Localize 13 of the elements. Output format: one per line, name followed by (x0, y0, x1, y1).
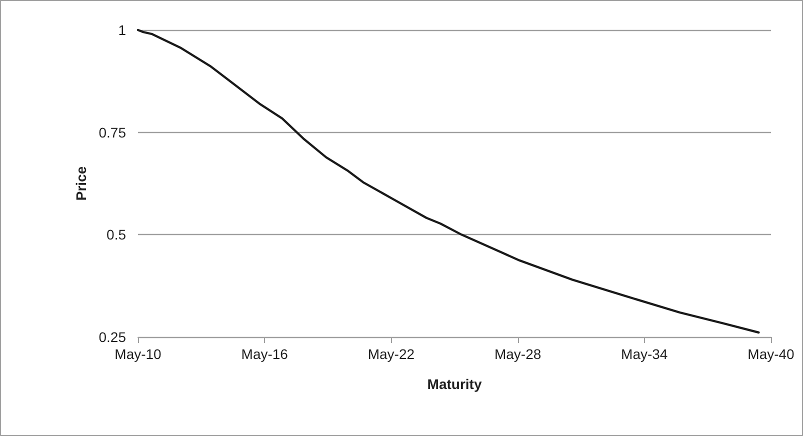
x-tick-label: May-22 (368, 346, 415, 362)
x-tick-label: May-34 (621, 346, 668, 362)
y-tick-label: 0.25 (98, 329, 126, 345)
y-tick-label: 1 (118, 22, 126, 38)
y-axis-title: Price (72, 166, 89, 201)
x-tick-label: May-10 (114, 346, 162, 362)
x-tick-label: May-28 (494, 346, 542, 362)
line-series (136, 28, 760, 334)
y-tick-label: 0.75 (98, 124, 126, 140)
x-tick-label: May-16 (241, 346, 288, 362)
x-tick-label: May-40 (748, 346, 795, 362)
y-tick-label: 0.5 (106, 226, 126, 243)
x-axis-title: Maturity (427, 376, 482, 392)
